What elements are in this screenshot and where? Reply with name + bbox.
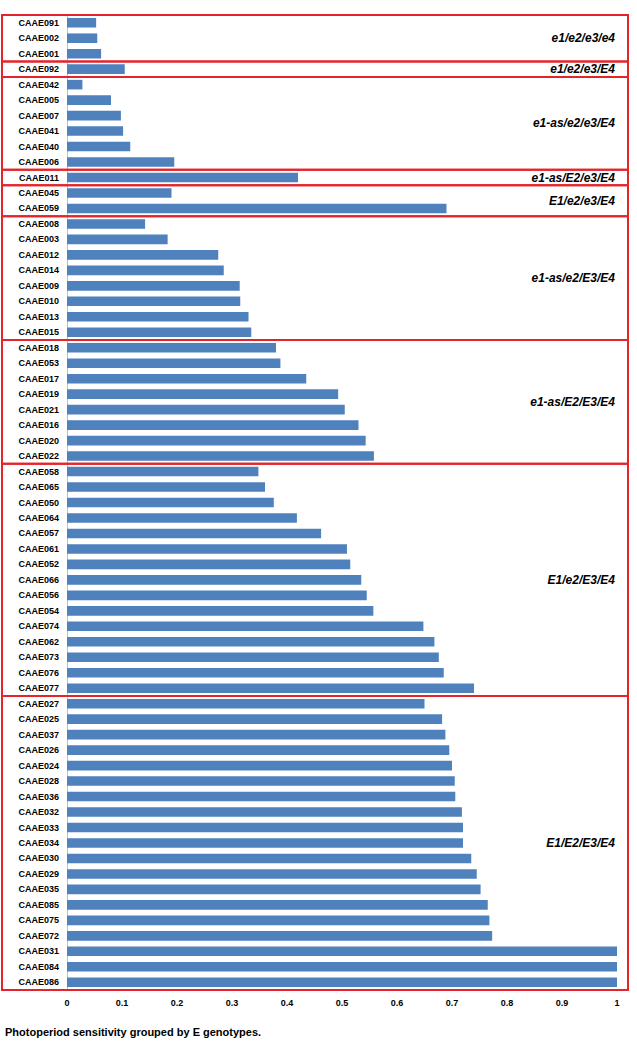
svg-text:CAAE062: CAAE062 [18, 637, 59, 647]
svg-text:CAAE002: CAAE002 [18, 33, 59, 43]
svg-text:CAAE057: CAAE057 [18, 528, 59, 538]
svg-text:e1-as/E2/e3/E4: e1-as/E2/e3/E4 [532, 171, 616, 185]
svg-text:CAAE045: CAAE045 [18, 188, 59, 198]
svg-text:CAAE041: CAAE041 [18, 126, 59, 136]
svg-text:CAAE077: CAAE077 [18, 683, 59, 693]
svg-text:CAAE007: CAAE007 [18, 111, 59, 121]
svg-text:CAAE027: CAAE027 [18, 699, 59, 709]
svg-text:CAAE072: CAAE072 [18, 931, 59, 941]
svg-text:0.2: 0.2 [171, 998, 184, 1008]
svg-text:0.4: 0.4 [281, 998, 294, 1008]
svg-text:CAAE040: CAAE040 [18, 142, 59, 152]
svg-text:CAAE037: CAAE037 [18, 730, 59, 740]
svg-text:e1/e2/e3/e4: e1/e2/e3/e4 [552, 31, 616, 45]
svg-text:CAAE053: CAAE053 [18, 358, 59, 368]
svg-text:CAAE056: CAAE056 [18, 590, 59, 600]
svg-text:E1/e2/E3/E4: E1/e2/E3/E4 [548, 573, 616, 587]
svg-text:CAAE036: CAAE036 [18, 792, 59, 802]
svg-text:CAAE029: CAAE029 [18, 869, 59, 879]
svg-text:e1-as/e2/E3/E4: e1-as/e2/E3/E4 [532, 271, 616, 285]
svg-text:CAAE018: CAAE018 [18, 343, 59, 353]
svg-text:E1/E2/E3/E4: E1/E2/E3/E4 [546, 836, 615, 850]
svg-text:0: 0 [64, 998, 69, 1008]
svg-text:CAAE061: CAAE061 [18, 544, 59, 554]
svg-text:CAAE075: CAAE075 [18, 915, 59, 925]
svg-text:CAAE005: CAAE005 [18, 95, 59, 105]
svg-text:0.6: 0.6 [391, 998, 404, 1008]
svg-text:0.7: 0.7 [446, 998, 459, 1008]
svg-text:CAAE074: CAAE074 [18, 621, 59, 631]
svg-text:CAAE052: CAAE052 [18, 559, 59, 569]
svg-text:CAAE009: CAAE009 [18, 281, 59, 291]
svg-text:e1-as/E2/E3/E4: e1-as/E2/E3/E4 [530, 395, 615, 409]
svg-text:CAAE064: CAAE064 [18, 513, 59, 523]
svg-text:CAAE042: CAAE042 [18, 80, 59, 90]
svg-text:CAAE008: CAAE008 [18, 219, 59, 229]
svg-text:CAAE019: CAAE019 [18, 389, 59, 399]
svg-text:CAAE034: CAAE034 [18, 838, 59, 848]
svg-text:CAAE076: CAAE076 [18, 668, 59, 678]
svg-text:CAAE028: CAAE028 [18, 776, 59, 786]
svg-text:CAAE073: CAAE073 [18, 652, 59, 662]
svg-text:CAAE011: CAAE011 [19, 173, 59, 183]
svg-text:0.1: 0.1 [116, 998, 129, 1008]
svg-text:CAAE054: CAAE054 [18, 606, 59, 616]
svg-text:0.9: 0.9 [556, 998, 569, 1008]
svg-text:E1/e2/e3/E4: E1/e2/e3/E4 [549, 194, 615, 208]
svg-text:CAAE084: CAAE084 [18, 962, 59, 972]
svg-text:CAAE035: CAAE035 [18, 884, 59, 894]
svg-text:1: 1 [614, 998, 619, 1008]
svg-text:CAAE026: CAAE026 [18, 745, 59, 755]
svg-text:CAAE092: CAAE092 [18, 64, 59, 74]
svg-text:CAAE030: CAAE030 [18, 853, 59, 863]
svg-text:CAAE033: CAAE033 [18, 823, 59, 833]
svg-text:0.5: 0.5 [336, 998, 349, 1008]
svg-text:CAAE022: CAAE022 [18, 451, 59, 461]
svg-text:0.8: 0.8 [501, 998, 514, 1008]
svg-text:CAAE020: CAAE020 [18, 436, 59, 446]
svg-text:CAAE016: CAAE016 [18, 420, 59, 430]
svg-text:CAAE032: CAAE032 [18, 807, 59, 817]
svg-text:CAAE058: CAAE058 [18, 467, 59, 477]
svg-text:CAAE065: CAAE065 [18, 482, 59, 492]
svg-text:0.3: 0.3 [226, 998, 239, 1008]
svg-text:CAAE025: CAAE025 [18, 714, 59, 724]
svg-text:e1/e2/e3/E4: e1/e2/e3/E4 [550, 62, 615, 76]
svg-text:CAAE086: CAAE086 [18, 977, 59, 987]
svg-text:CAAE012: CAAE012 [18, 250, 59, 260]
svg-text:CAAE059: CAAE059 [18, 203, 59, 213]
svg-text:CAAE015: CAAE015 [18, 327, 59, 337]
svg-text:e1-as/e2/e3/E4: e1-as/e2/e3/E4 [533, 116, 615, 130]
svg-text:CAAE050: CAAE050 [18, 498, 59, 508]
svg-text:CAAE024: CAAE024 [18, 761, 59, 771]
svg-text:CAAE021: CAAE021 [18, 405, 59, 415]
svg-text:CAAE031: CAAE031 [18, 946, 59, 956]
svg-text:CAAE066: CAAE066 [18, 575, 59, 585]
svg-text:CAAE014: CAAE014 [18, 265, 59, 275]
svg-text:Photoperiod sensitivity groupe: Photoperiod sensitivity grouped by E gen… [5, 1026, 261, 1038]
svg-text:CAAE085: CAAE085 [18, 900, 59, 910]
svg-text:CAAE001: CAAE001 [18, 49, 59, 59]
svg-text:CAAE017: CAAE017 [18, 374, 59, 384]
svg-text:CAAE010: CAAE010 [18, 296, 59, 306]
svg-text:CAAE006: CAAE006 [18, 157, 59, 167]
svg-text:CAAE013: CAAE013 [18, 312, 59, 322]
svg-text:CAAE003: CAAE003 [18, 234, 59, 244]
svg-text:CAAE091: CAAE091 [18, 18, 59, 28]
